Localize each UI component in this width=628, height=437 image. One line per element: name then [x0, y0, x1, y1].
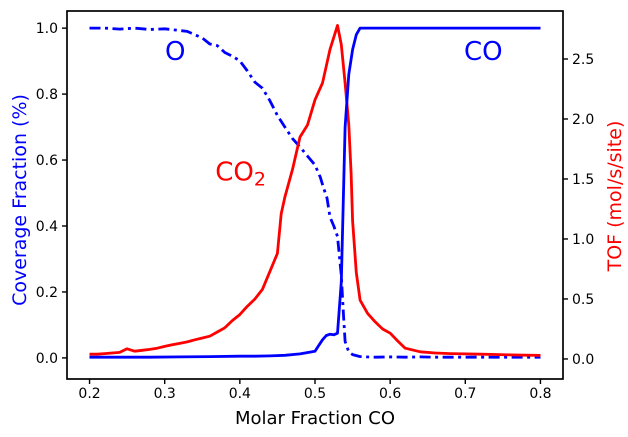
- x-tick-label: 0.5: [304, 386, 326, 402]
- y-right-tick-label: 2.0: [572, 112, 594, 128]
- y-left-tick-label: 0.2: [36, 285, 58, 301]
- y-left-tick-label: 0.6: [36, 153, 58, 169]
- y-left-tick-label: 1.0: [36, 21, 58, 37]
- series-co-coverage-line: [89, 26, 541, 359]
- annotation-co2-subscript: 2: [254, 169, 266, 191]
- y-left-tick-label: 0.0: [36, 351, 58, 367]
- y-right-tick-label: 0.5: [572, 292, 594, 308]
- y-right-tick-label: 1.5: [572, 172, 594, 188]
- annotation-co2-text: CO: [215, 158, 254, 188]
- y-right-tick-label: 0.0: [572, 352, 594, 368]
- plot-group: 0.2 0.3 0.4 0.5 0.6 0.7 0.8 0.0 0.2 0.4 0.6 0.8 1.0 0…: [9, 10, 626, 429]
- y-axis-label-left: Coverage Fraction (%): [9, 94, 31, 306]
- x-axis-label: Molar Fraction CO: [235, 408, 395, 429]
- y-left-tick-label: 0.8: [36, 87, 58, 103]
- annotation-o-text: O: [165, 37, 185, 67]
- x-tick-label: 0.3: [154, 386, 176, 402]
- x-tick-label: 0.8: [529, 386, 551, 402]
- y-right-tick-label: 2.5: [572, 52, 594, 68]
- annotation-co: CO: [464, 37, 503, 67]
- x-tick-label: 0.7: [454, 386, 476, 402]
- series-o-coverage-line: [89, 26, 541, 359]
- x-tick-label: 0.4: [229, 386, 251, 402]
- y-left-tick-label: 0.4: [36, 219, 58, 235]
- annotation-o: O: [165, 37, 185, 67]
- annotation-co2: CO2: [215, 158, 266, 191]
- x-tick-label: 0.6: [379, 386, 401, 402]
- y-right-tick-label: 1.0: [572, 232, 594, 248]
- x-tick-label: 0.2: [78, 386, 100, 402]
- y-axis-label-right: TOF (mol/s/site): [604, 121, 626, 273]
- series-co2-tof-line: [89, 24, 541, 357]
- annotation-co-text: CO: [464, 37, 503, 67]
